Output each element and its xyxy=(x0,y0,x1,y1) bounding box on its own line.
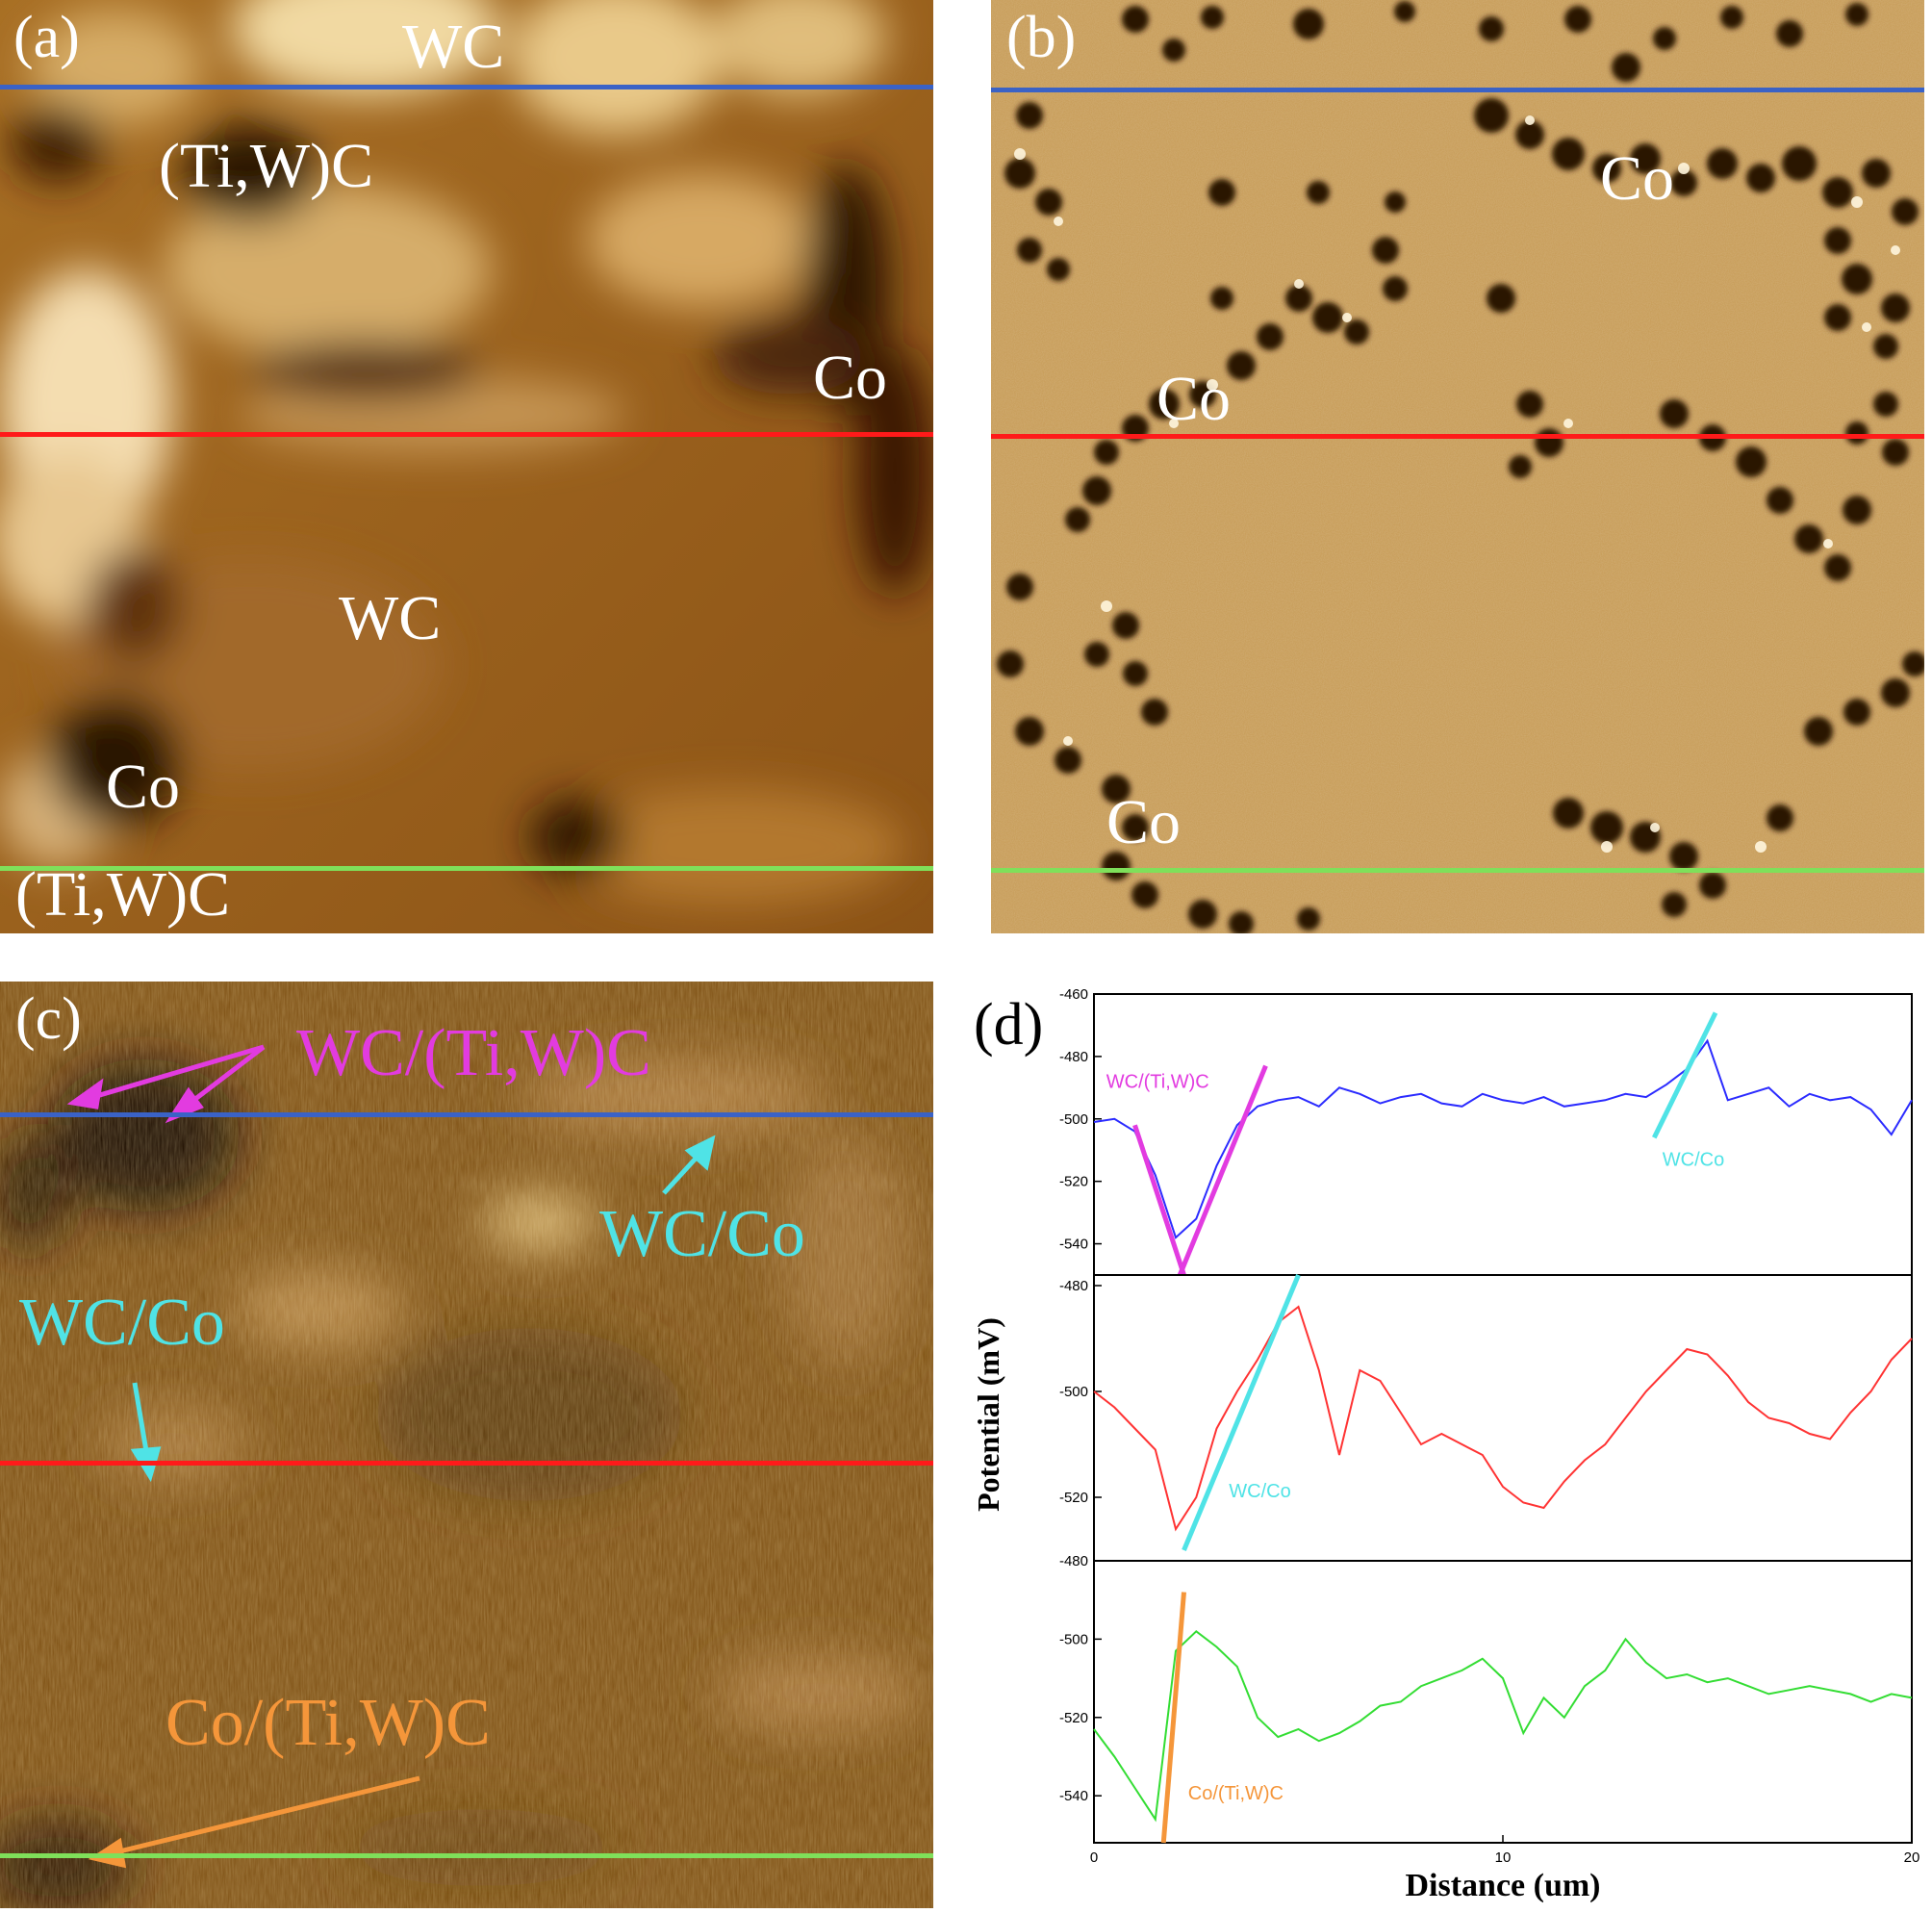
scan-line-red xyxy=(0,432,933,437)
scan-line-green xyxy=(0,1853,933,1858)
potential-line-3 xyxy=(1093,1629,1913,1823)
potential-image xyxy=(0,982,933,1908)
y-tick-label: -500 xyxy=(1059,1631,1088,1647)
y-tick-label: -520 xyxy=(1059,1710,1088,1726)
potential-line-2 xyxy=(1093,1305,1913,1532)
interface-annotation: Co/(Ti,W)C xyxy=(1188,1783,1284,1804)
x-tick-label: 10 xyxy=(1495,1849,1512,1866)
potential-profile-svg: -460 -480 -500 -520 -540 WC/(Ti,W)C WC/Co -480 -… xyxy=(971,986,1920,1903)
interface-annotation: WC/Co xyxy=(1663,1149,1724,1170)
scan-line-blue xyxy=(0,85,933,89)
interface-fit-line xyxy=(1160,1592,1186,1844)
scan-line-blue xyxy=(0,1112,933,1117)
scan-line-green xyxy=(0,866,933,871)
phase-label-co-1: Co xyxy=(1600,143,1675,214)
y-axis-label: Potential (mV) xyxy=(971,1317,1005,1512)
interface-fit-line xyxy=(1177,1064,1268,1276)
interface-fit-line xyxy=(1652,1011,1718,1139)
potential-profile-chart: (d) -460 -480 -500 -520 -540 WC/(Ti,W)C WC/Co -… xyxy=(962,962,1932,1908)
panel-a-label: (a) xyxy=(13,5,80,70)
phase-label-wc-center: WC xyxy=(339,583,442,653)
subplot-frame-1 xyxy=(1093,993,1913,1276)
y-tick-label: -480 xyxy=(1059,1278,1088,1294)
interface-fit-line xyxy=(1132,1124,1186,1276)
arrows-wc-co xyxy=(130,1135,716,1483)
interface-annotation: WC/Co xyxy=(1229,1481,1290,1502)
afm-topography-panel: (a) WC (Ti,W)C Co WC Co (Ti,W)C xyxy=(0,0,933,933)
x-tick-label: 0 xyxy=(1090,1849,1098,1866)
annotation-co-tiwc: Co/(Ti,W)C xyxy=(165,1686,491,1760)
y-tick-label: -540 xyxy=(1059,1237,1088,1253)
topography-image xyxy=(0,0,933,933)
phase-label-co-right: Co xyxy=(813,343,888,413)
scan-line-red xyxy=(991,434,1924,439)
y-tick-label: -480 xyxy=(1059,1553,1088,1569)
subplot-frame-2 xyxy=(1093,1274,1913,1562)
phase-label-co-bottom: Co xyxy=(106,752,181,822)
scan-line-red xyxy=(0,1461,933,1466)
annotation-wc-tiwc: WC/(Ti,W)C xyxy=(296,1016,651,1090)
y-tick-label: -520 xyxy=(1059,1490,1088,1506)
phase-label-wc-top: WC xyxy=(402,12,505,82)
interface-annotation: WC/(Ti,W)C xyxy=(1106,1071,1209,1092)
x-axis-label: Distance (um) xyxy=(1405,1868,1600,1903)
annotation-wc-co-right: WC/Co xyxy=(599,1197,805,1271)
y-tick-label: -460 xyxy=(1059,986,1088,1003)
panel-b-label: (b) xyxy=(1006,5,1077,70)
y-tick-label: -480 xyxy=(1059,1049,1088,1065)
phase-label-co-3: Co xyxy=(1106,787,1182,857)
y-tick-label: -500 xyxy=(1059,1111,1088,1128)
y-tick-label: -520 xyxy=(1059,1174,1088,1190)
interface-fit-line xyxy=(1182,1274,1301,1551)
panel-c-label: (c) xyxy=(15,986,82,1052)
phase-label-tiwc-bottom: (Ti,W)C xyxy=(15,859,231,930)
scan-line-blue xyxy=(991,88,1924,92)
kpfm-potential-panel: (c) WC/(Ti,W)C WC/Co WC/Co Co/(Ti,W)C xyxy=(0,982,933,1908)
phase-label-co-2: Co xyxy=(1157,364,1232,434)
phase-label-tiwc-top: (Ti,W)C xyxy=(159,131,374,201)
phase-image xyxy=(991,0,1924,933)
y-tick-label: -540 xyxy=(1059,1788,1088,1804)
y-tick-label: -500 xyxy=(1059,1384,1088,1400)
panel-d-label: (d) xyxy=(974,992,1044,1058)
annotation-wc-co-left: WC/Co xyxy=(19,1286,225,1360)
x-tick-label: 20 xyxy=(1904,1849,1920,1866)
afm-phase-panel: (b) Co Co Co xyxy=(991,0,1924,933)
scan-line-green xyxy=(991,868,1924,873)
potential-line-1 xyxy=(1093,1038,1913,1239)
